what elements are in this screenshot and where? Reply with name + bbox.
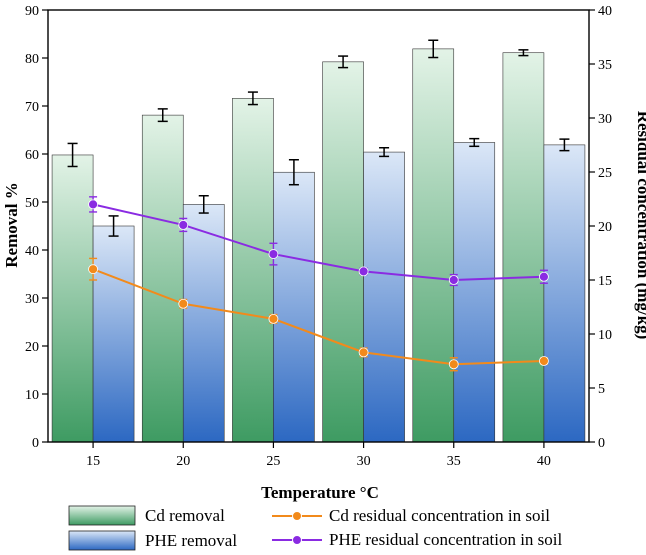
point-phe-15 — [88, 199, 98, 210]
y-axis-title: Removal % — [2, 182, 21, 267]
bar-cd-25 — [232, 98, 274, 443]
axes-layer: 0 10 20 30 40 50 60 70 80 90 0 5 10 15 20 25 30 35 40 15 20 2… — [25, 4, 612, 469]
y2-tick-label-35: 35 — [598, 58, 612, 73]
y-tick-label-90: 90 — [25, 4, 39, 19]
y-tick-label-10: 10 — [25, 388, 39, 403]
point-phe-25 — [268, 249, 279, 259]
legend-swatch-cd-removal — [68, 505, 136, 526]
x-tick-label-25: 25 — [266, 454, 280, 469]
x-tick-label-30: 30 — [357, 454, 371, 469]
legend-label-cd-removal: Cd removal — [145, 506, 225, 525]
y-tick-label-0: 0 — [32, 436, 39, 451]
y2-tick-label-40: 40 — [598, 4, 612, 19]
legend-label-phe-removal: PHE removal — [145, 531, 237, 550]
line-cd-residual — [92, 268, 544, 366]
y-tick-label-80: 80 — [25, 52, 39, 67]
bar-cd-30 — [322, 61, 364, 443]
y-tick-label-60: 60 — [25, 148, 39, 163]
legend-marker-cd-residual — [292, 511, 302, 521]
point-cd-15 — [88, 264, 98, 275]
bar-phe-40 — [543, 144, 586, 443]
y2-axis-title: Residual concentration (mg/kg) — [634, 111, 646, 340]
point-cd-30 — [358, 347, 369, 358]
y-tick-label-70: 70 — [25, 100, 39, 115]
bar-phe-15 — [92, 225, 135, 443]
point-cd-40 — [539, 356, 549, 366]
point-phe-20 — [178, 220, 189, 230]
legend-label-cd-residual: Cd residual concentration in soil — [329, 506, 550, 525]
point-cd-25 — [268, 313, 279, 324]
y-tick-label-20: 20 — [25, 340, 39, 355]
bar-phe-25 — [273, 171, 315, 443]
x-tick-label-20: 20 — [176, 454, 190, 469]
point-phe-35 — [448, 275, 459, 285]
y-tick-label-50: 50 — [25, 196, 39, 211]
y2-tick-label-0: 0 — [598, 436, 605, 451]
y2-tick-label-25: 25 — [598, 166, 612, 181]
x-tick-label-15: 15 — [86, 454, 100, 469]
x-axis-title: Temperature °C — [261, 483, 379, 502]
bar-cd-40 — [502, 52, 545, 443]
point-cd-35 — [448, 359, 459, 370]
x-tick-label-40: 40 — [537, 454, 551, 469]
legend: Cd removal PHE removal Cd residual conce… — [68, 505, 563, 551]
bar-cd-20 — [141, 114, 184, 443]
lines-layer — [88, 196, 549, 372]
y2-tick-label-5: 5 — [598, 382, 605, 397]
bar-phe-20 — [182, 204, 225, 443]
point-cd-20 — [178, 298, 189, 309]
line-phe-residual — [92, 203, 544, 282]
bar-phe-30 — [363, 151, 405, 443]
bar-cd-35 — [412, 48, 455, 443]
point-phe-40 — [539, 271, 549, 282]
y2-tick-label-10: 10 — [598, 328, 612, 343]
legend-swatch-phe-removal — [68, 530, 136, 551]
x-tick-label-35: 35 — [447, 454, 461, 469]
y2-tick-label-20: 20 — [598, 220, 612, 235]
bar-cd-15 — [51, 154, 94, 443]
y-tick-label-40: 40 — [25, 244, 39, 259]
y2-tick-label-15: 15 — [598, 274, 612, 289]
bars-layer — [51, 39, 586, 443]
point-phe-30 — [358, 266, 369, 277]
bar-phe-35 — [453, 142, 496, 443]
legend-marker-phe-residual — [292, 535, 302, 545]
y2-tick-label-30: 30 — [598, 112, 612, 127]
y-tick-label-30: 30 — [25, 292, 39, 307]
legend-label-phe-residual: PHE residual concentration in soil — [329, 530, 563, 549]
